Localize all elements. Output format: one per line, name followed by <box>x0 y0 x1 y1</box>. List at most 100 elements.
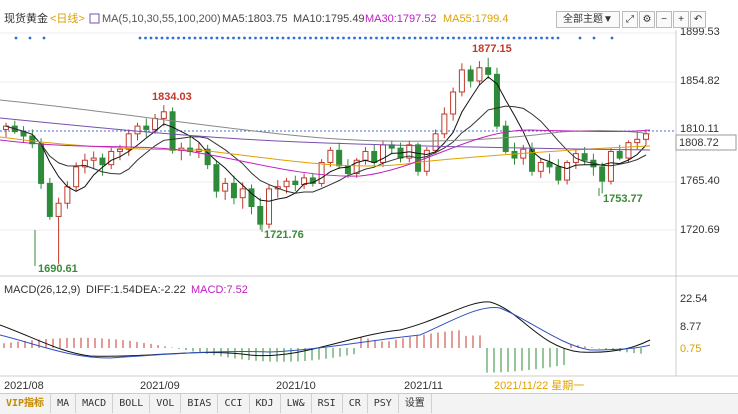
expand-icon[interactable]: ⤢ <box>622 11 638 28</box>
tab-bias[interactable]: BIAS <box>181 394 219 413</box>
event-dot[interactable] <box>490 36 494 40</box>
event-dot[interactable] <box>496 36 499 40</box>
tab-psy[interactable]: PSY <box>368 394 399 413</box>
event-dot[interactable] <box>419 36 422 40</box>
event-dot[interactable] <box>556 36 560 40</box>
event-dot[interactable] <box>204 36 208 40</box>
event-dot[interactable] <box>28 36 32 40</box>
event-dot[interactable] <box>375 36 378 40</box>
event-dot[interactable] <box>248 36 252 40</box>
event-dot[interactable] <box>457 36 461 40</box>
event-dot[interactable] <box>397 36 400 40</box>
event-dot[interactable] <box>551 36 554 40</box>
tab-ma[interactable]: MA <box>51 394 77 413</box>
event-dot[interactable] <box>155 36 158 40</box>
event-dot[interactable] <box>463 36 466 40</box>
event-dot[interactable] <box>14 36 18 40</box>
plus-icon[interactable]: + <box>673 11 689 28</box>
event-dot[interactable] <box>276 36 279 40</box>
event-dot[interactable] <box>408 36 411 40</box>
event-dot[interactable] <box>380 36 384 40</box>
event-dot[interactable] <box>430 36 433 40</box>
tab-settings[interactable]: 设置 <box>399 394 432 413</box>
event-dot[interactable] <box>592 36 596 40</box>
event-dot[interactable] <box>610 36 614 40</box>
event-dot[interactable] <box>391 36 395 40</box>
event-dot[interactable] <box>369 36 373 40</box>
event-dot[interactable] <box>149 36 153 40</box>
event-dot[interactable] <box>265 36 268 40</box>
event-dot[interactable] <box>42 36 46 40</box>
event-dot[interactable] <box>144 36 147 40</box>
tab-kdj[interactable]: KDJ <box>250 394 281 413</box>
tab-macd[interactable]: MACD <box>76 394 114 413</box>
tab-cr[interactable]: CR <box>343 394 368 413</box>
event-dot[interactable] <box>320 36 323 40</box>
event-dot[interactable] <box>529 36 532 40</box>
event-dot[interactable] <box>523 36 527 40</box>
event-dot[interactable] <box>364 36 367 40</box>
settings-icon[interactable]: ⚙ <box>639 11 655 28</box>
event-dot[interactable] <box>518 36 521 40</box>
tab-vip[interactable]: VIP指标 <box>0 394 52 413</box>
event-dot[interactable] <box>138 36 142 40</box>
event-dot[interactable] <box>215 36 219 40</box>
period-label[interactable]: <日线> <box>50 11 85 25</box>
event-dot[interactable] <box>540 36 543 40</box>
event-dot[interactable] <box>325 36 329 40</box>
event-dot[interactable] <box>188 36 191 40</box>
event-dot[interactable] <box>578 36 582 40</box>
event-dot[interactable] <box>435 36 439 40</box>
event-dot[interactable] <box>485 36 488 40</box>
event-dot[interactable] <box>446 36 450 40</box>
event-dot[interactable] <box>534 36 538 40</box>
event-dot[interactable] <box>160 36 164 40</box>
event-dot[interactable] <box>353 36 356 40</box>
event-dot[interactable] <box>468 36 472 40</box>
event-dot[interactable] <box>193 36 197 40</box>
event-dot[interactable] <box>281 36 285 40</box>
theme-dropdown[interactable]: 全部主题▼ <box>556 11 620 28</box>
event-dot[interactable] <box>474 36 477 40</box>
event-dot[interactable] <box>287 36 290 40</box>
event-dot[interactable] <box>221 36 224 40</box>
event-dot[interactable] <box>171 36 175 40</box>
tab-vol[interactable]: VOL <box>150 394 182 413</box>
arrow-icon[interactable]: ↶ <box>690 11 706 28</box>
event-dot[interactable] <box>303 36 307 40</box>
tab-lw[interactable]: LW& <box>281 394 312 413</box>
event-dot[interactable] <box>347 36 351 40</box>
minus-icon[interactable]: − <box>656 11 672 28</box>
event-dot[interactable] <box>402 36 406 40</box>
event-dot[interactable] <box>210 36 213 40</box>
event-dot[interactable] <box>358 36 362 40</box>
event-dot[interactable] <box>452 36 455 40</box>
event-dot[interactable] <box>226 36 230 40</box>
event-dot[interactable] <box>232 36 235 40</box>
event-dot[interactable] <box>243 36 246 40</box>
event-dot[interactable] <box>166 36 169 40</box>
event-dot[interactable] <box>177 36 180 40</box>
event-dot[interactable] <box>309 36 312 40</box>
tab-boll[interactable]: BOLL <box>113 394 151 413</box>
event-dot[interactable] <box>292 36 296 40</box>
event-dot[interactable] <box>237 36 241 40</box>
event-dot[interactable] <box>441 36 444 40</box>
event-dot[interactable] <box>424 36 428 40</box>
event-dot[interactable] <box>501 36 505 40</box>
event-dot[interactable] <box>182 36 186 40</box>
event-dot[interactable] <box>199 36 202 40</box>
event-dot[interactable] <box>314 36 318 40</box>
event-dot[interactable] <box>507 36 510 40</box>
event-dot[interactable] <box>413 36 417 40</box>
event-dot[interactable] <box>512 36 516 40</box>
event-dot[interactable] <box>254 36 257 40</box>
tab-rsi[interactable]: RSI <box>312 394 343 413</box>
event-dot[interactable] <box>336 36 340 40</box>
event-dot[interactable] <box>298 36 301 40</box>
event-dot[interactable] <box>479 36 483 40</box>
event-dot[interactable] <box>259 36 263 40</box>
tab-cci[interactable]: CCI <box>218 394 250 413</box>
event-dot[interactable] <box>342 36 345 40</box>
event-dot[interactable] <box>331 36 334 40</box>
